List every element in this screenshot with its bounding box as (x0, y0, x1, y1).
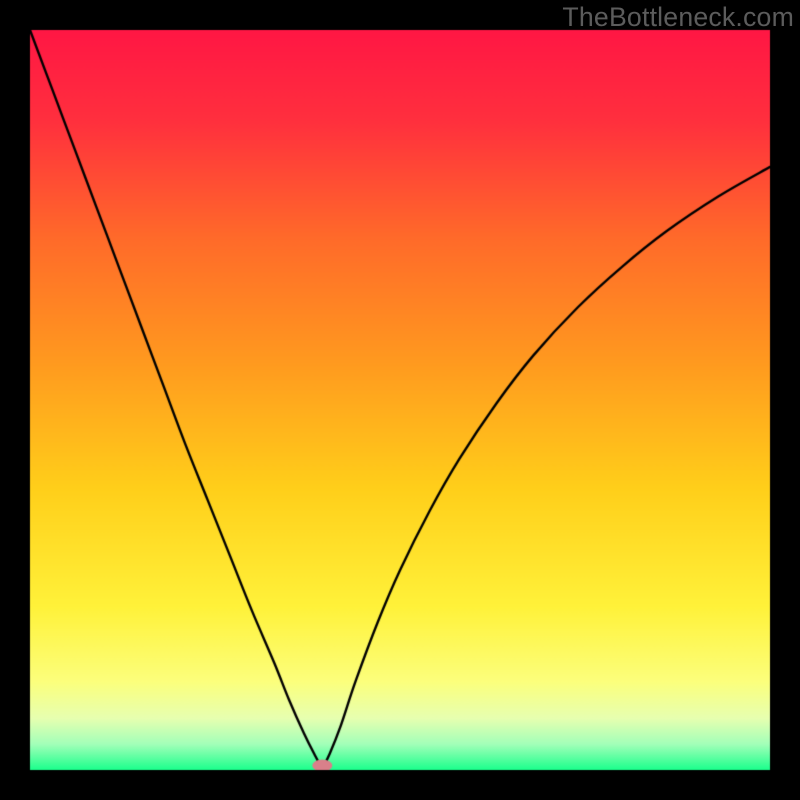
watermark-text: TheBottleneck.com (562, 2, 794, 33)
chart-container: TheBottleneck.com (0, 0, 800, 800)
bottleneck-chart-canvas (0, 0, 800, 800)
